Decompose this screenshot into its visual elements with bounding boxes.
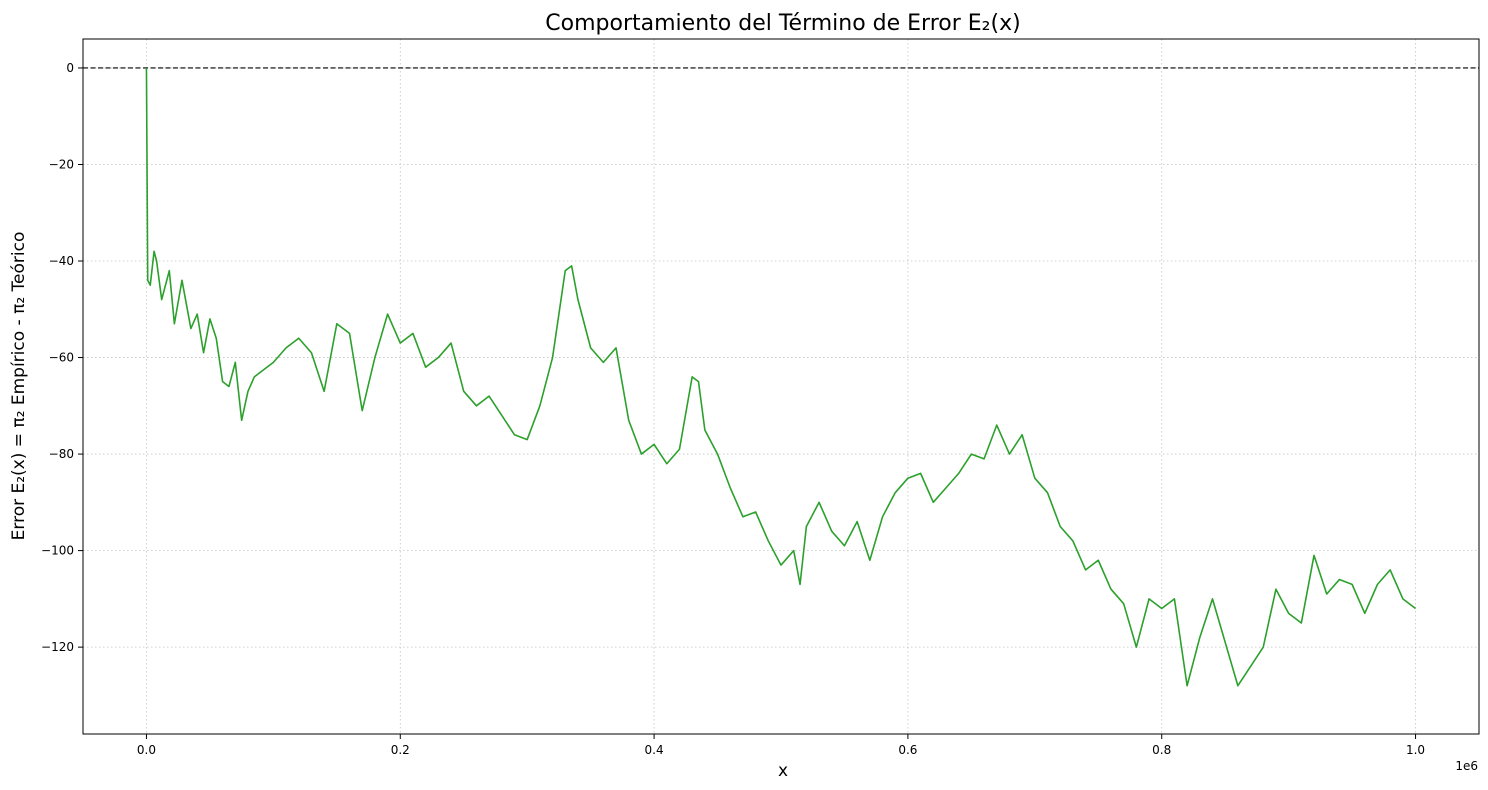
x-axis-title: x xyxy=(778,761,788,781)
x-tick-label: 0.2 xyxy=(391,743,410,757)
y-tick-label: −40 xyxy=(49,254,74,268)
x-tick-label: 0.4 xyxy=(645,743,664,757)
y-axis-ticks: 0 −20 −40 −60 −80 −100 −120 xyxy=(41,61,83,654)
plot-frame xyxy=(82,38,1480,735)
y-tick-label: −100 xyxy=(41,544,74,558)
y-tick-label: −80 xyxy=(49,447,74,461)
x-tick-label: 0.8 xyxy=(1152,743,1171,757)
x-axis-ticks: 0.0 0.2 0.4 0.6 0.8 1.0 xyxy=(137,734,1425,757)
y-tick-label: 0 xyxy=(66,61,74,75)
y-tick-label: −60 xyxy=(49,351,74,365)
series-line xyxy=(145,67,1417,687)
x-tick-label: 0.6 xyxy=(898,743,917,757)
x-axis-offset-label: 1e6 xyxy=(1455,759,1478,773)
x-tick-label: 0.0 xyxy=(137,743,156,757)
chart-title: Comportamiento del Término de Error E₂(x… xyxy=(545,11,1020,36)
x-tick-label: 1.0 xyxy=(1406,743,1425,757)
y-tick-label: −20 xyxy=(49,157,74,171)
y-tick-label: −120 xyxy=(41,640,74,654)
y-axis-title: Error E₂(x) = π₂ Empírico - π₂ Teórico xyxy=(9,232,29,541)
